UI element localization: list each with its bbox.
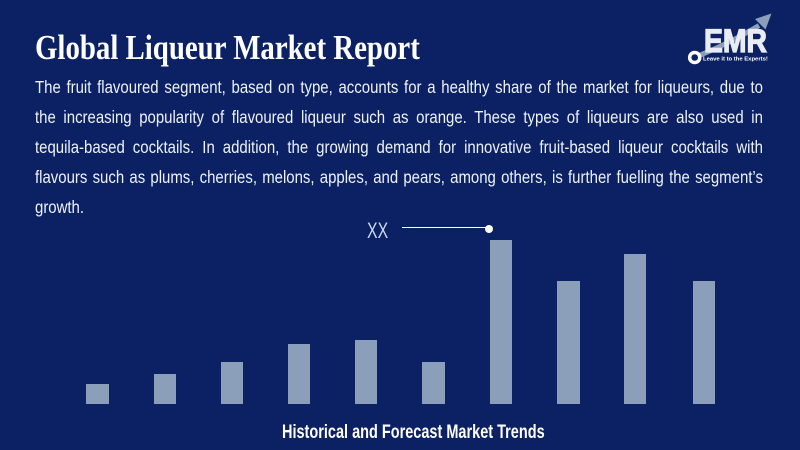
svg-text:Leave it to the Experts!: Leave it to the Experts! [703, 56, 768, 62]
svg-text:EMR: EMR [704, 23, 767, 59]
